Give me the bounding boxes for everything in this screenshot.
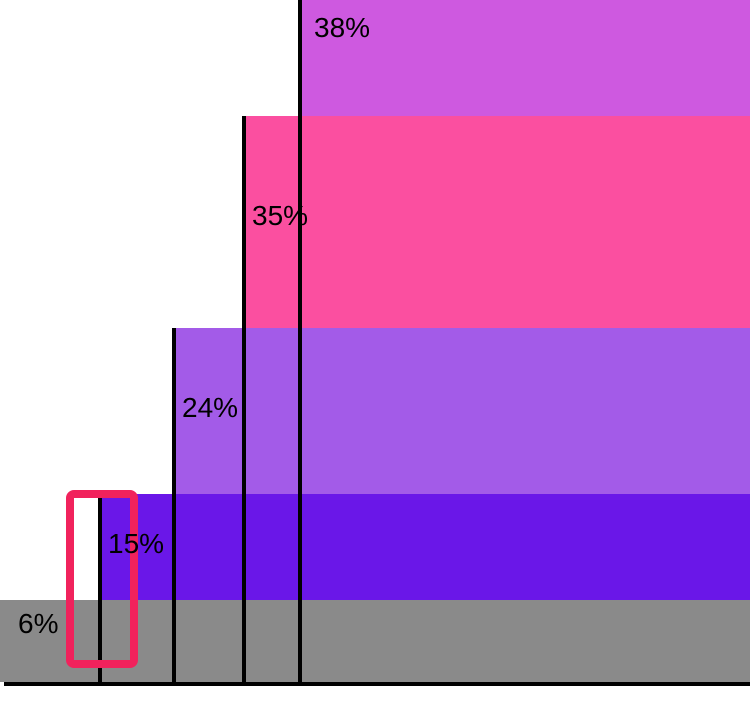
bar-38pct-left-edge bbox=[298, 0, 302, 682]
highlight-box bbox=[66, 490, 138, 668]
bar-6pct-label: 6% bbox=[18, 608, 58, 640]
bar-38pct-label: 38% bbox=[314, 12, 370, 44]
bar-15pct-label: 15% bbox=[108, 528, 164, 560]
bar-35pct-left-edge bbox=[242, 116, 246, 682]
x-axis bbox=[4, 682, 750, 686]
bar-24pct-left-edge bbox=[172, 328, 176, 682]
funnel-bar-chart: 6% 15% 24% 35% 38% bbox=[0, 0, 750, 701]
bar-35pct-label: 35% bbox=[252, 200, 308, 232]
bar-24pct-label: 24% bbox=[182, 392, 238, 424]
